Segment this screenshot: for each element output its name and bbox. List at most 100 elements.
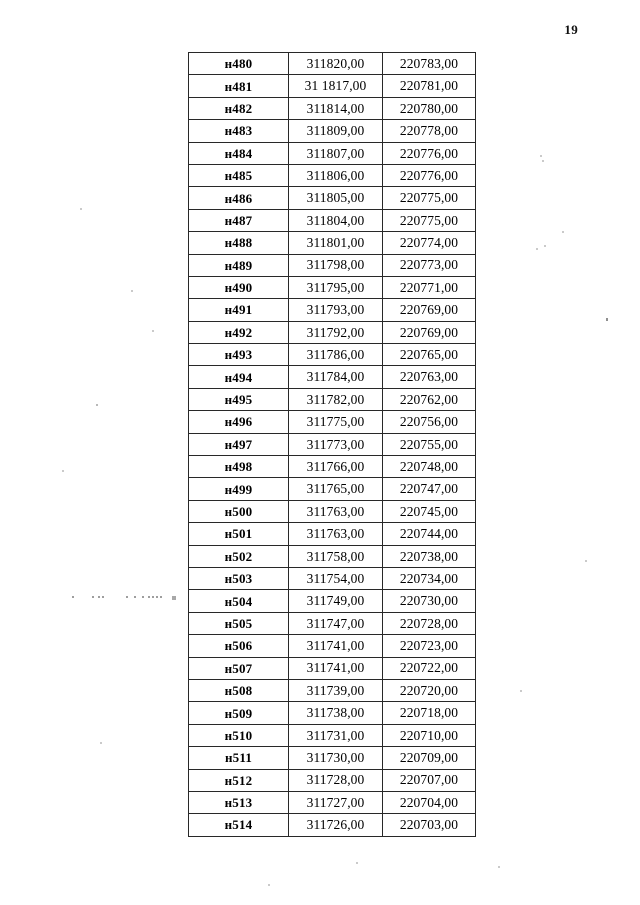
cell-x: 311727,00 [288, 790, 383, 815]
cell-y: 220755,00 [382, 432, 476, 457]
cell-y: 220720,00 [382, 678, 476, 703]
table-row: н482 311814,00 220780,00 [188, 96, 476, 121]
cell-y: 220763,00 [382, 365, 476, 389]
cell-x: 311730,00 [288, 746, 383, 770]
cell-point: н503 [188, 566, 289, 591]
table-row: н511 311730,00 220709,00 [188, 746, 476, 770]
table-row: н484 311807,00 220776,00 [188, 141, 476, 165]
cell-x: 311754,00 [288, 566, 383, 591]
cell-y: 220776,00 [382, 141, 476, 165]
cell-y: 220728,00 [382, 611, 476, 636]
table-row: н512 311728,00 220707,00 [188, 768, 476, 792]
cell-x: 311765,00 [288, 477, 383, 501]
cell-y: 220783,00 [382, 51, 476, 76]
cell-x: 311763,00 [288, 499, 383, 524]
table-row: н514 311726,00 220703,00 [188, 813, 476, 837]
cell-point: н513 [188, 790, 289, 815]
coordinate-table-body: н480 311820,00 220783,00 н481 31 1817,00 2207… [188, 51, 476, 837]
cell-y: 220734,00 [382, 566, 476, 591]
cell-x: 311731,00 [288, 723, 383, 748]
cell-y: 220703,00 [382, 813, 476, 837]
cell-y: 220730,00 [382, 589, 476, 613]
cell-y: 220778,00 [382, 119, 476, 143]
cell-x: 311728,00 [288, 768, 383, 792]
cell-x: 311782,00 [288, 387, 383, 412]
cell-y: 220771,00 [382, 275, 476, 300]
scan-smudge [72, 596, 192, 602]
cell-point: н512 [188, 768, 289, 792]
coordinate-table: н480 311820,00 220783,00 н481 31 1817,00 2207… [188, 51, 476, 837]
table-row: н485 311806,00 220776,00 [188, 163, 476, 188]
cell-point: н486 [188, 186, 289, 210]
table-row: н480 311820,00 220783,00 [188, 51, 476, 76]
cell-x: 311763,00 [288, 522, 383, 546]
cell-point: н483 [188, 119, 289, 143]
cell-point: н495 [188, 387, 289, 412]
cell-y: 220769,00 [382, 320, 476, 345]
table-row: н499 311765,00 220747,00 [188, 477, 476, 501]
cell-x: 311801,00 [288, 231, 383, 255]
table-row: н495 311782,00 220762,00 [188, 387, 476, 412]
cell-x: 311793,00 [288, 298, 383, 322]
table-row: н494 311784,00 220763,00 [188, 365, 476, 389]
cell-point: н494 [188, 365, 289, 389]
cell-point: н510 [188, 723, 289, 748]
table-row: н508 311739,00 220720,00 [188, 678, 476, 703]
cell-point: н490 [188, 275, 289, 300]
cell-point: н482 [188, 96, 289, 121]
cell-y: 220762,00 [382, 387, 476, 412]
cell-y: 220723,00 [382, 634, 476, 658]
cell-x: 311739,00 [288, 678, 383, 703]
cell-point: н497 [188, 432, 289, 457]
cell-y: 220769,00 [382, 298, 476, 322]
cell-x: 311758,00 [288, 544, 383, 568]
cell-x: 311766,00 [288, 455, 383, 479]
cell-point: н501 [188, 522, 289, 546]
cell-point: н491 [188, 298, 289, 322]
table-row: н503 311754,00 220734,00 [188, 566, 476, 591]
table-row: н481 31 1817,00 220781,00 [188, 74, 476, 98]
table-row: н483 311809,00 220778,00 [188, 119, 476, 143]
cell-x: 311804,00 [288, 208, 383, 233]
cell-x: 311792,00 [288, 320, 383, 345]
cell-point: н511 [188, 746, 289, 770]
cell-point: н507 [188, 656, 289, 680]
table-row: н513 311727,00 220704,00 [188, 790, 476, 815]
table-row: н509 311738,00 220718,00 [188, 701, 476, 725]
cell-y: 220773,00 [382, 253, 476, 277]
cell-point: н508 [188, 678, 289, 703]
cell-x: 311814,00 [288, 96, 383, 121]
cell-y: 220704,00 [382, 790, 476, 815]
cell-x: 311726,00 [288, 813, 383, 837]
cell-y: 220707,00 [382, 768, 476, 792]
cell-x: 311741,00 [288, 634, 383, 658]
cell-y: 220747,00 [382, 477, 476, 501]
cell-y: 220718,00 [382, 701, 476, 725]
cell-point: н485 [188, 163, 289, 188]
cell-y: 220775,00 [382, 186, 476, 210]
table-row: н488 311801,00 220774,00 [188, 231, 476, 255]
cell-point: н504 [188, 589, 289, 613]
cell-point: н481 [188, 74, 289, 98]
cell-point: н502 [188, 544, 289, 568]
table-row: н492 311792,00 220769,00 [188, 320, 476, 345]
table-row: н504 311749,00 220730,00 [188, 589, 476, 613]
table-row: н498 311766,00 220748,00 [188, 455, 476, 479]
cell-x: 311773,00 [288, 432, 383, 457]
cell-y: 220780,00 [382, 96, 476, 121]
table-row: н496 311775,00 220756,00 [188, 410, 476, 434]
cell-y: 220744,00 [382, 522, 476, 546]
table-row: н501 311763,00 220744,00 [188, 522, 476, 546]
cell-point: н480 [188, 51, 289, 76]
table-row: н510 311731,00 220710,00 [188, 723, 476, 748]
cell-point: н509 [188, 701, 289, 725]
cell-point: н492 [188, 320, 289, 345]
cell-point: н496 [188, 410, 289, 434]
cell-x: 311809,00 [288, 119, 383, 143]
cell-x: 311775,00 [288, 410, 383, 434]
coordinate-table-container: н480 311820,00 220783,00 н481 31 1817,00 2207… [188, 51, 476, 837]
cell-point: н505 [188, 611, 289, 636]
cell-y: 220765,00 [382, 343, 476, 367]
cell-x: 311798,00 [288, 253, 383, 277]
